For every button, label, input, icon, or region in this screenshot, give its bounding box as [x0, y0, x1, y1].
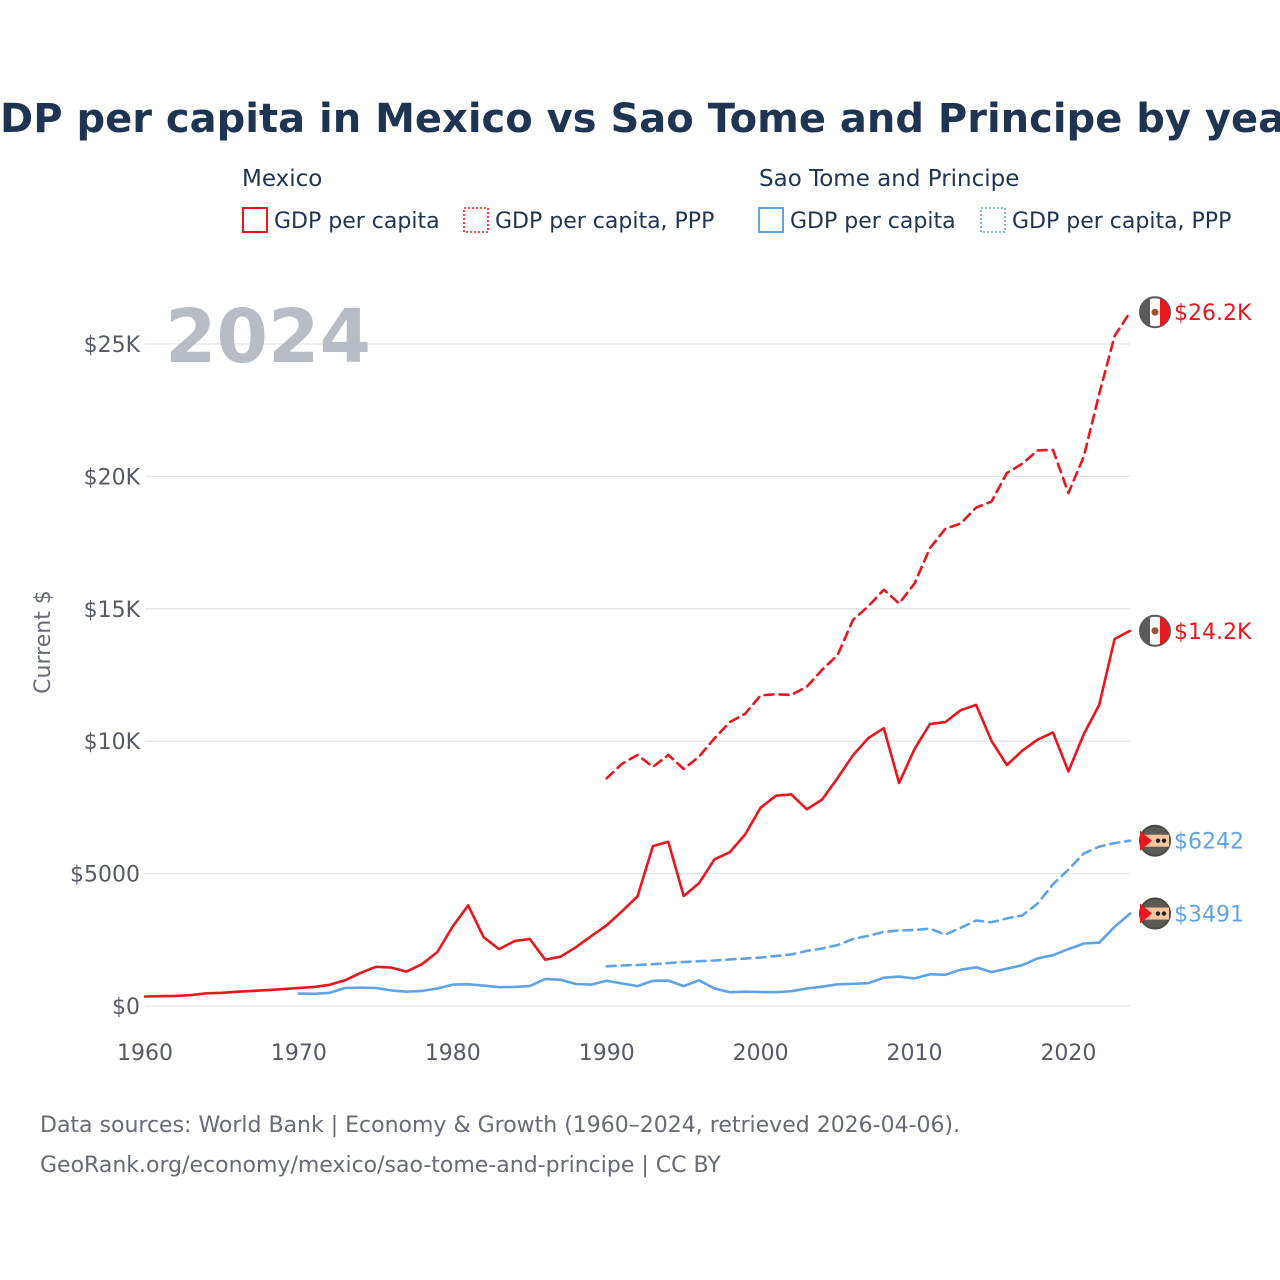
x-tick-label: 2000 — [733, 1041, 789, 1066]
series-end-label: $26.2K — [1174, 301, 1252, 326]
x-tick-label: 1990 — [579, 1041, 635, 1066]
y-tick-label: $10K — [84, 730, 141, 755]
legend-label-sao-tome-ppp: GDP per capita, PPP — [1012, 209, 1231, 234]
legend-label-mexico-gdp: GDP per capita — [274, 209, 440, 234]
legend-group-mexico: Mexico — [242, 166, 322, 192]
legend-group-sao-tome: Sao Tome and Principe — [759, 166, 1019, 192]
endpoint-layer: $14.2K $26.2K $3491 $6242 — [1139, 296, 1252, 930]
year-watermark: 2024 — [165, 294, 371, 380]
x-axis-ticks: 1960 1970 1980 1990 2000 2010 2020 — [117, 1041, 1096, 1066]
y-axis-title: Current $ — [31, 590, 56, 694]
x-tick-label: 1960 — [117, 1041, 173, 1066]
sao-tome-flag-icon — [1139, 897, 1171, 930]
series-end-label: $3491 — [1174, 903, 1244, 928]
y-axis-ticks: $0 $5000 $10K $15K $20K $25K — [70, 333, 141, 1020]
legend-label-sao-tome-gdp: GDP per capita — [790, 209, 956, 234]
series-line-0 — [143, 629, 1132, 998]
grid-layer — [145, 343, 1130, 1007]
x-tick-label: 1980 — [425, 1041, 481, 1066]
legend-label-mexico-ppp: GDP per capita, PPP — [495, 209, 714, 234]
legend-swatch-mexico-gdp — [242, 207, 268, 233]
legend-swatch-mexico-ppp — [463, 207, 489, 233]
x-tick-label: 1970 — [271, 1041, 327, 1066]
series-end-label: $6242 — [1174, 830, 1244, 855]
y-tick-label: $5000 — [70, 863, 140, 888]
chart-title: GDP per capita in Mexico vs Sao Tome and… — [0, 96, 1280, 142]
y-tick-label: $15K — [84, 598, 141, 623]
legend-swatch-sao-tome-gdp — [758, 207, 784, 233]
y-tick-label: $25K — [84, 333, 141, 358]
mexico-flag-icon — [1139, 296, 1171, 329]
source-line-2: GeoRank.org/economy/mexico/sao-tome-and-… — [40, 1153, 721, 1178]
legend-mexico: Mexico GDP per capita GDP per capita, PP… — [242, 166, 714, 234]
series-line-3 — [605, 839, 1132, 968]
x-tick-label: 2010 — [887, 1041, 943, 1066]
mexico-flag-icon — [1139, 614, 1171, 647]
series-end-label: $14.2K — [1174, 620, 1252, 645]
y-tick-label: $0 — [112, 995, 140, 1020]
x-tick-label: 2020 — [1040, 1041, 1096, 1066]
source-line-1: Data sources: World Bank | Economy & Gro… — [40, 1113, 960, 1138]
series-layer — [143, 310, 1132, 998]
sao-tome-flag-icon — [1139, 824, 1171, 857]
legend-swatch-sao-tome-ppp — [980, 207, 1006, 233]
series-line-2 — [297, 912, 1132, 996]
y-tick-label: $20K — [84, 465, 141, 490]
legend-sao-tome: Sao Tome and Principe GDP per capita GDP… — [758, 166, 1231, 234]
series-line-1 — [605, 310, 1132, 780]
